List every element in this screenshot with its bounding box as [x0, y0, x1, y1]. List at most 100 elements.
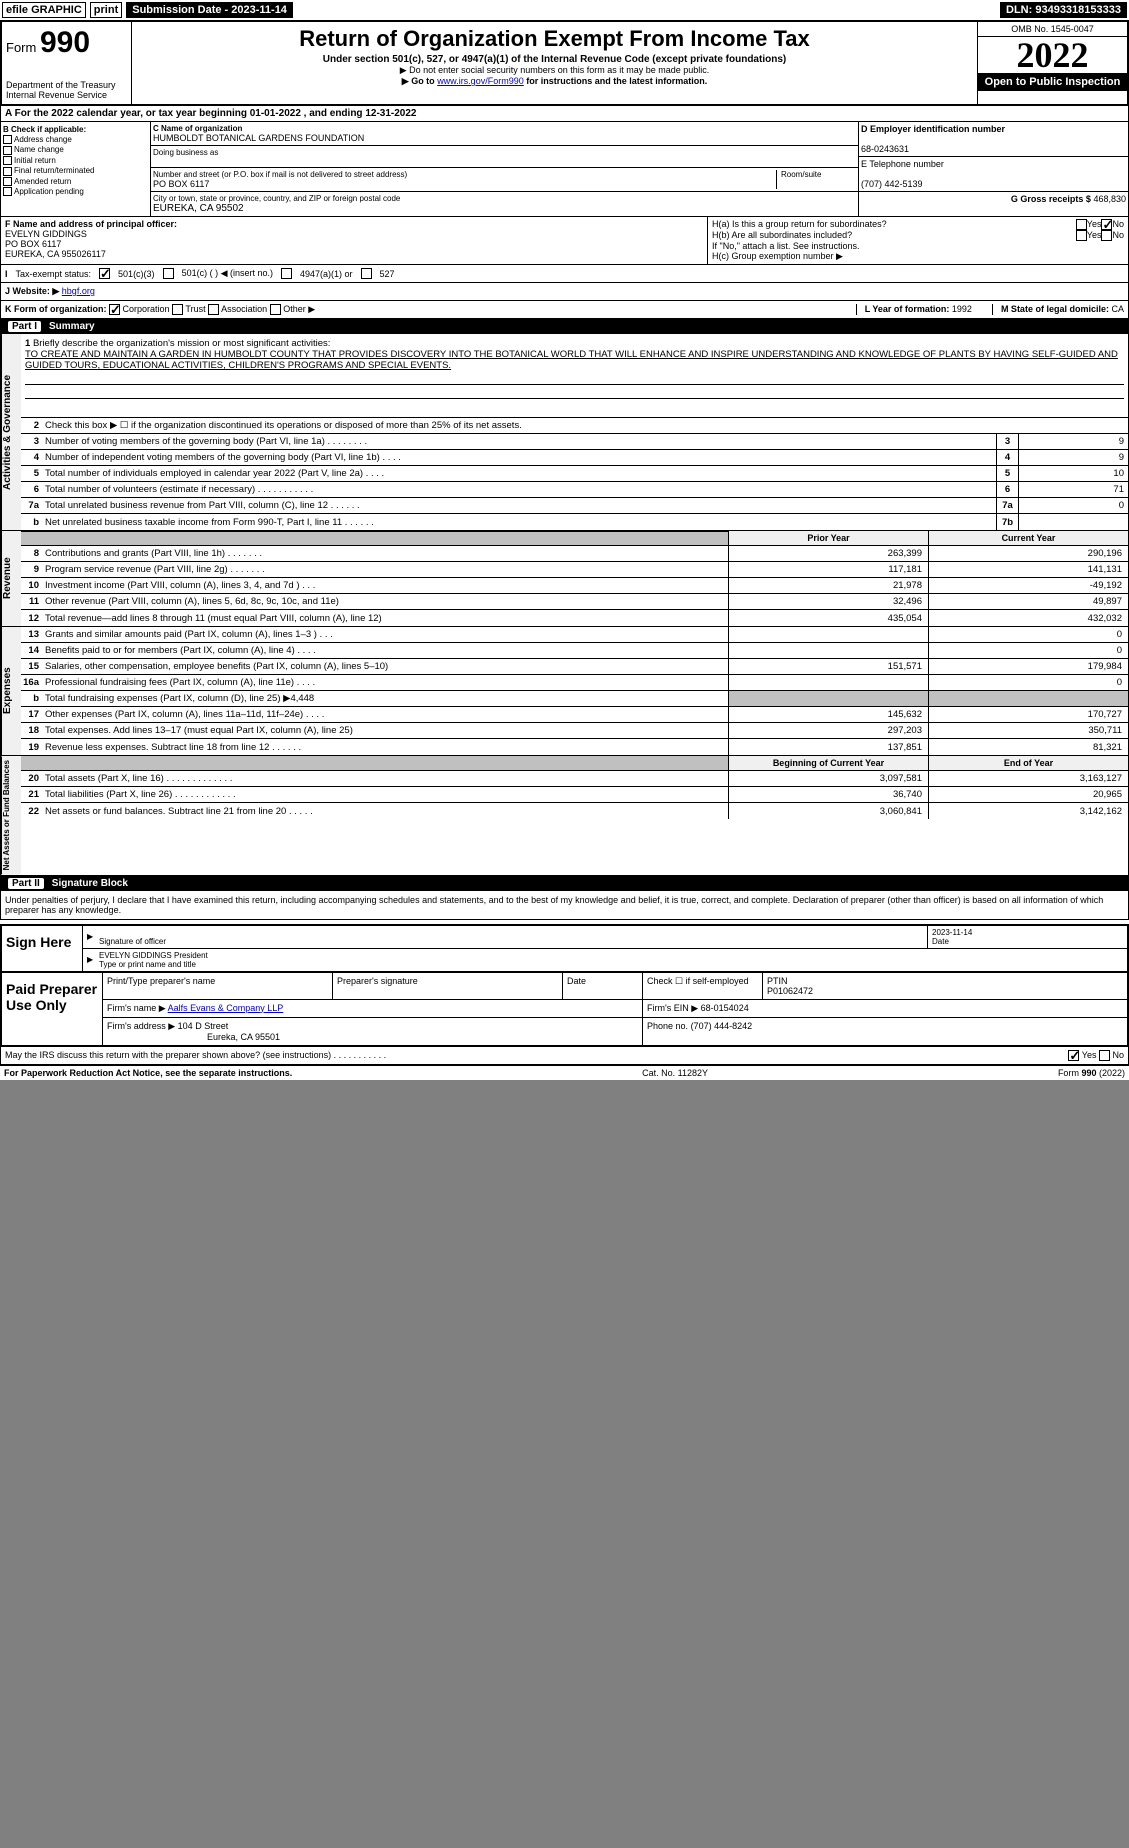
vtab-exp: Expenses — [1, 627, 21, 755]
form-ref: Form 990 (2022) — [1058, 1068, 1125, 1078]
firm-phone-label: Phone no. — [647, 1021, 688, 1031]
officer-printed: EVELYN GIDDINGS President — [99, 951, 208, 960]
type-name-label: Type or print name and title — [99, 960, 196, 969]
vtab-rev: Revenue — [1, 531, 21, 626]
may-text: May the IRS discuss this return with the… — [5, 1050, 386, 1060]
phone-block: E Telephone number (707) 442-5139 — [859, 157, 1128, 192]
col-c: C Name of organization HUMBOLDT BOTANICA… — [151, 122, 858, 216]
sig-preamble: Under penalties of perjury, I declare th… — [0, 891, 1129, 920]
l-label: L Year of formation: — [865, 304, 950, 314]
firm-label: Firm's name ▶ — [107, 1003, 166, 1013]
date-label: Date — [932, 937, 949, 946]
may-discuss-row: May the IRS discuss this return with the… — [0, 1047, 1129, 1065]
firm-addr-label: Firm's address ▶ — [107, 1021, 175, 1031]
tax-year-line: A For the 2022 calendar year, or tax yea… — [5, 108, 416, 119]
exp-lines-14: 14Benefits paid to or for members (Part … — [21, 643, 1128, 659]
form-number: Form 990 — [6, 26, 127, 60]
na-lines-22: 22Net assets or fund balances. Subtract … — [21, 803, 1128, 819]
exp-lines-17: 17Other expenses (Part IX, column (A), l… — [21, 707, 1128, 723]
dba-block: Doing business as — [151, 146, 858, 168]
na-lines-20: 20Total assets (Part X, line 16) . . . .… — [21, 771, 1128, 787]
ein-value: 68-0243631 — [861, 144, 909, 154]
fein-value: 68-0154024 — [701, 1003, 749, 1013]
hb-no: No — [1112, 230, 1124, 241]
rev-lines-10: 10Investment income (Part VIII, column (… — [21, 578, 1128, 594]
expenses-block: Expenses 13Grants and similar amounts pa… — [0, 627, 1129, 756]
prep-self-hdr: Check ☐ if self-employed — [643, 973, 763, 999]
ptin-value: P01062472 — [767, 986, 813, 996]
vtab-gov: Activities & Governance — [1, 334, 21, 530]
exp-lines-b: bTotal fundraising expenses (Part IX, co… — [21, 691, 1128, 707]
firm-row: Firm's name ▶ Aalfs Evans & Company LLP … — [103, 1000, 1127, 1018]
addr-value: PO BOX 6117 — [153, 179, 776, 189]
chk-pending: Application pending — [3, 187, 148, 196]
exp-lines-18: 18Total expenses. Add lines 13–17 (must … — [21, 723, 1128, 739]
city-block: City or town, state or province, country… — [151, 192, 858, 216]
na-year-header: Beginning of Current YearEnd of Year — [21, 756, 1128, 771]
4947-chk — [281, 268, 292, 279]
cat-no: Cat. No. 11282Y — [642, 1068, 708, 1078]
preparer-header-row: Print/Type preparer's name Preparer's si… — [103, 973, 1127, 1000]
hb-label: H(b) Are all subordinates included? — [712, 230, 1076, 241]
gov-line-6: 6Total number of volunteers (estimate if… — [21, 482, 1128, 498]
revenue-block: Revenue Prior YearCurrent Year 8Contribu… — [0, 531, 1129, 627]
hb-no-chk — [1101, 230, 1112, 241]
prep-date-hdr: Date — [563, 973, 643, 999]
k-label: K Form of organization: — [5, 304, 107, 314]
501c-chk — [163, 268, 174, 279]
h-note: If "No," attach a list. See instructions… — [712, 241, 1124, 251]
prep-name-hdr: Print/Type preparer's name — [103, 973, 333, 999]
addr-label: Number and street (or P.O. box if mail i… — [153, 170, 776, 179]
gross-block: G Gross receipts $ 468,830 — [859, 192, 1128, 206]
line-a: A For the 2022 calendar year, or tax yea… — [0, 106, 1129, 122]
m-val: CA — [1111, 304, 1124, 314]
firm-name[interactable]: Aalfs Evans & Company LLP — [168, 1003, 284, 1013]
topbar: efile GRAPHIC print Submission Date - 20… — [0, 0, 1129, 20]
org-name: HUMBOLDT BOTANICAL GARDENS FOUNDATION — [153, 133, 856, 143]
part1-title: Summary — [49, 321, 95, 332]
print-button[interactable]: print — [90, 2, 122, 18]
part2-bar: Part IISignature Block — [0, 876, 1129, 891]
tax-year: 2022 — [978, 37, 1127, 73]
firm-addr2: Eureka, CA 95501 — [207, 1032, 280, 1042]
group-return-block: H(a) Is this a group return for subordin… — [708, 217, 1128, 264]
tax-status-row: ITax-exempt status: 501(c)(3) 501(c) ( )… — [0, 265, 1129, 283]
goto-prefix: ▶ Go to — [402, 76, 437, 86]
l-block: L Year of formation: 1992 — [856, 304, 972, 315]
prep-sig-hdr: Preparer's signature — [333, 973, 563, 999]
form-title: Return of Organization Exempt From Incom… — [136, 26, 973, 52]
may-yes-chk — [1068, 1050, 1079, 1061]
efile-label: efile GRAPHIC — [2, 2, 86, 18]
submission-date: Submission Date - 2023-11-14 — [126, 2, 293, 18]
assoc-chk — [208, 304, 219, 315]
arrow-icon: ▶ — [83, 949, 95, 971]
website-link[interactable]: hbgf.org — [62, 286, 95, 296]
paperwork-notice: For Paperwork Reduction Act Notice, see … — [4, 1068, 292, 1078]
addr-block: Number and street (or P.O. box if mail i… — [151, 168, 858, 192]
org-name-block: C Name of organization HUMBOLDT BOTANICA… — [151, 122, 858, 146]
chk-name: Name change — [3, 145, 148, 154]
4947: 4947(a)(1) or — [300, 269, 353, 279]
form-subtitle: Under section 501(c), 527, or 4947(a)(1)… — [136, 54, 973, 65]
sign-here-table: Sign Here ▶ Signature of officer 2023-11… — [0, 924, 1129, 973]
org-info-block: B Check if applicable: Address change Na… — [0, 122, 1129, 217]
hb-yes-chk — [1076, 230, 1087, 241]
na-lines-21: 21Total liabilities (Part X, line 26) . … — [21, 787, 1128, 803]
irs-link[interactable]: www.irs.gov/Form990 — [437, 76, 524, 86]
501c3: 501(c)(3) — [118, 269, 155, 279]
may-no-chk — [1099, 1050, 1110, 1061]
corp: Corporation — [123, 304, 170, 314]
year-header: Prior YearCurrent Year — [21, 531, 1128, 546]
dln: DLN: 93493318153333 — [1000, 2, 1127, 18]
na-prior: Beginning of Current Year — [728, 756, 928, 770]
mission-block: 1 Briefly describe the organization's mi… — [21, 334, 1128, 418]
ha-no-chk — [1101, 219, 1112, 230]
form-990: 990 — [40, 26, 90, 59]
vtab-na: Net Assets or Fund Balances — [1, 756, 21, 874]
org-name-label: C Name of organization — [153, 124, 242, 133]
part2-title: Signature Block — [52, 878, 128, 889]
gov-line-2: 2Check this box ▶ ☐ if the organization … — [21, 418, 1128, 434]
arrow-icon: ▶ — [83, 926, 95, 948]
527: 527 — [380, 269, 395, 279]
form-990-page: efile GRAPHIC print Submission Date - 20… — [0, 0, 1129, 1080]
